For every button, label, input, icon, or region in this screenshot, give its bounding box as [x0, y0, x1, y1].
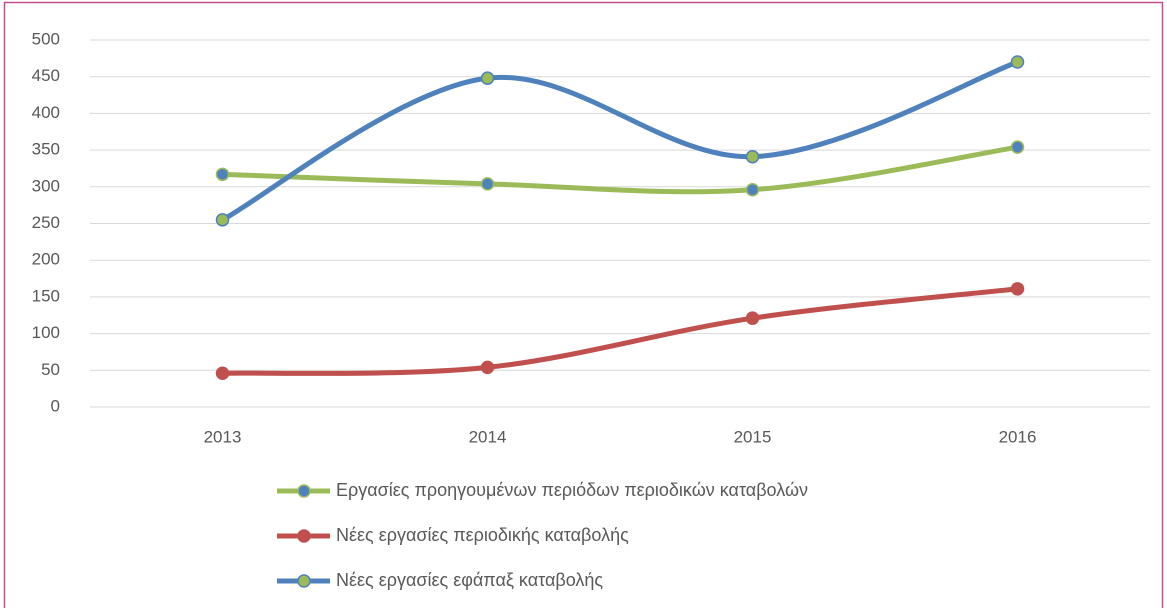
marker: [745, 311, 760, 325]
marker: [215, 167, 230, 182]
y-tick-label: 400: [32, 103, 60, 122]
y-tick-label: 450: [32, 66, 60, 85]
marker: [215, 366, 230, 380]
marker: [480, 360, 495, 375]
marker: [480, 71, 495, 85]
y-tick-label: 150: [32, 286, 60, 305]
legend-swatch-marker: [297, 574, 311, 588]
legend-swatch-marker: [297, 529, 311, 543]
legend-label: Νέες εργασίες περιοδικής καταβολής: [336, 525, 629, 545]
y-tick-label: 0: [51, 396, 60, 415]
marker: [1010, 140, 1025, 154]
y-tick-label: 500: [32, 29, 60, 48]
y-tick-label: 300: [32, 176, 60, 195]
y-tick-label: 250: [32, 213, 60, 232]
marker: [215, 213, 230, 227]
x-tick-label: 2016: [999, 427, 1037, 446]
marker: [1010, 282, 1025, 296]
y-tick-label: 100: [32, 323, 60, 342]
chart-border: [3, 1, 1164, 608]
y-tick-label: 50: [41, 360, 60, 379]
legend-label: Εργασίες προηγουμένων περιόδων περιοδικώ…: [336, 480, 808, 500]
x-tick-label: 2015: [734, 427, 772, 446]
series-line: [220, 286, 1020, 376]
series-line: [220, 59, 1020, 223]
y-tick-label: 350: [32, 140, 60, 159]
legend-label: Νέες εργασίες εφάπαξ καταβολής: [336, 570, 603, 590]
marker: [745, 149, 760, 164]
marker: [1010, 55, 1025, 69]
marker: [745, 182, 760, 197]
legend-swatch-marker: [297, 484, 311, 498]
legend: Εργασίες προηγουμένων περιόδων περιοδικώ…: [277, 480, 808, 590]
x-tick-label: 2014: [469, 427, 507, 446]
series-line: [220, 144, 1020, 195]
x-tick-label: 2013: [204, 427, 242, 446]
marker: [480, 177, 495, 191]
y-tick-label: 200: [32, 250, 60, 269]
